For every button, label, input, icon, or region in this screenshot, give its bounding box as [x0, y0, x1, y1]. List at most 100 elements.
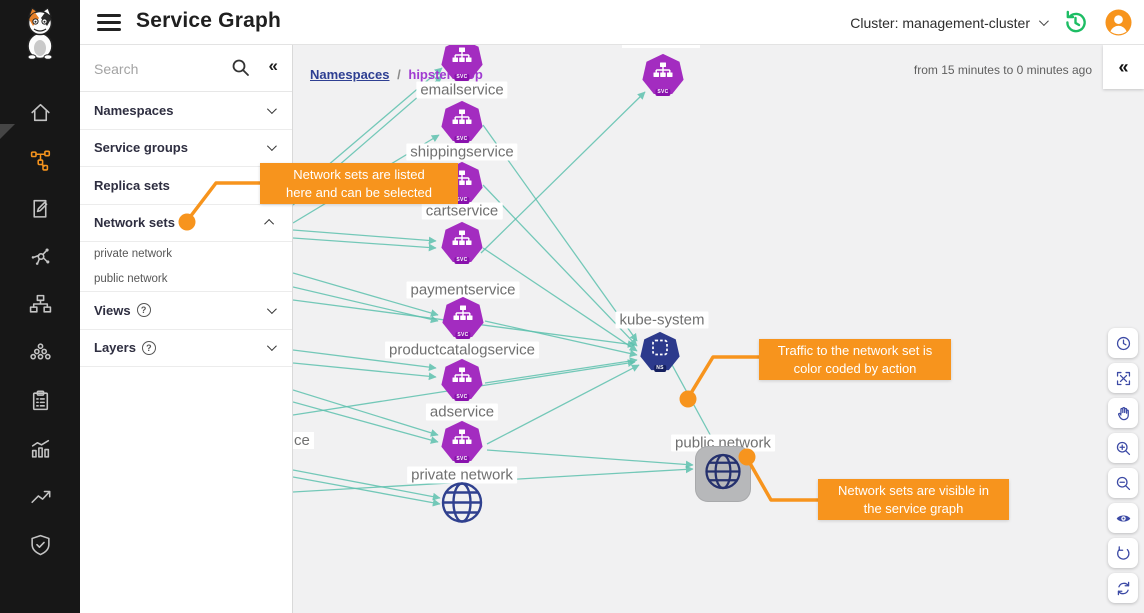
right-panel-collapse-icon[interactable]: « [1103, 45, 1144, 89]
public-network-label: public network [671, 434, 775, 452]
rail-item-policies[interactable] [0, 184, 80, 232]
undo-button[interactable] [1108, 538, 1138, 568]
clusters-icon [29, 341, 52, 364]
cluster-selector-label: Cluster: management-cluster [850, 14, 1030, 31]
node-kind-badge: SVC [454, 74, 470, 81]
sidebar-section-layers[interactable]: Layers? [80, 330, 292, 367]
pan-button[interactable] [1108, 398, 1138, 428]
rail-item-service-graph[interactable] [0, 136, 80, 184]
rail-item-trends[interactable] [0, 472, 80, 520]
time-range-label: from 15 minutes to 0 minutes ago [913, 63, 1092, 77]
node-kind-badge: SVC [454, 136, 470, 143]
compliance-icon [29, 389, 52, 412]
policies-icon [29, 197, 52, 220]
paymentservice-label: paymentservice [406, 281, 520, 299]
service-icon [451, 47, 473, 70]
chevron-down-icon [266, 141, 277, 152]
sidebar-section-label: Replica sets [94, 177, 170, 193]
sidebar-section-network-sets[interactable]: Network sets [80, 205, 292, 242]
endpoints-icon [29, 293, 52, 316]
kube-system-node[interactable]: NS [639, 331, 681, 373]
clipped-node-label [622, 45, 700, 48]
help-icon[interactable]: ? [141, 340, 156, 355]
cartservice-node[interactable]: SVC [440, 221, 484, 265]
rail-item-endpoints[interactable] [0, 280, 80, 328]
sidebar-sections: Namespaces Service groups Replica sets Netw… [80, 92, 292, 367]
time-icon [1115, 335, 1132, 352]
user-avatar[interactable] [1105, 9, 1132, 36]
graph-edges [293, 67, 720, 507]
zoom-in-button[interactable] [1108, 433, 1138, 463]
help-icon[interactable]: ? [136, 303, 151, 318]
sidebar-item-private-network[interactable]: private network [94, 248, 172, 261]
productcatalogservice-label: productcatalogservice [385, 341, 539, 359]
service-icon [451, 170, 473, 193]
rail-item-clusters[interactable] [0, 328, 80, 376]
network-icon [29, 245, 52, 268]
fit-screen-icon [1115, 370, 1132, 387]
rail-items [0, 88, 80, 568]
cartservice-label: cartservice [421, 202, 503, 220]
visibility-button[interactable] [1108, 503, 1138, 533]
graph-side-panel: « Namespaces Service groups Replica sets Ne… [80, 45, 293, 613]
activity-icon [29, 437, 52, 460]
node-kind-badge: NS [654, 365, 666, 372]
node-kind-badge: SVC [454, 456, 470, 463]
public-network-node[interactable] [696, 447, 750, 501]
time-button[interactable] [1108, 328, 1138, 358]
service-topright-node[interactable]: SVC [641, 53, 685, 97]
breadcrumb-separator: / [397, 67, 401, 82]
rail-item-threat-defense[interactable] [0, 520, 80, 568]
node-kind-badge: SVC [454, 394, 470, 401]
service-top-node[interactable]: SVC [440, 45, 484, 82]
sidebar-section-label: Views [94, 302, 131, 318]
sidebar-section-service-groups[interactable]: Service groups [80, 130, 292, 167]
rail-item-network[interactable] [0, 232, 80, 280]
paymentservice-node[interactable]: SVC [441, 296, 485, 340]
emailservice-node[interactable]: SVC [440, 100, 484, 144]
globe-icon [439, 480, 485, 531]
chevron-down-icon [266, 103, 277, 114]
breadcrumb-namespaces-link[interactable]: Namespaces [310, 67, 390, 82]
refresh-button[interactable] [1108, 573, 1138, 603]
sidebar-section-views[interactable]: Views? [80, 292, 292, 330]
graph-canvas[interactable]: Namespaces / hipstershop from 15 minutes… [293, 45, 1144, 613]
search-input[interactable] [94, 57, 229, 81]
chevron-down-icon [266, 341, 277, 352]
trends-icon [29, 485, 52, 508]
calico-cat-logo[interactable] [16, 6, 64, 60]
service-icon [451, 109, 473, 132]
panel-collapse-icon[interactable]: « [268, 56, 278, 75]
service-icon [451, 429, 473, 452]
productcatalogservice-node[interactable]: SVC [440, 358, 484, 402]
left-icon-rail [0, 0, 80, 613]
kube-system-label: kube-system [615, 311, 709, 329]
service-graph-icon [29, 149, 52, 172]
threat-defense-icon [29, 533, 52, 556]
sidebar-section-label: Service groups [94, 140, 188, 156]
sidebar-item-public-network[interactable]: public network [94, 272, 168, 285]
cluster-selector[interactable]: Cluster: management-cluster [850, 14, 1049, 31]
partial-node-label: ce [293, 432, 314, 449]
rail-item-activity[interactable] [0, 424, 80, 472]
rail-item-home[interactable] [0, 88, 80, 136]
hamburger-menu-icon[interactable] [97, 14, 121, 31]
sidebar-section-label: Layers [94, 340, 136, 356]
zoom-out-icon [1115, 475, 1132, 492]
fit-screen-button[interactable] [1108, 363, 1138, 393]
search-icon[interactable] [231, 58, 250, 77]
zoom-out-button[interactable] [1108, 468, 1138, 498]
home-icon [29, 101, 52, 124]
history-clock-icon[interactable] [1062, 9, 1089, 36]
private-network-node[interactable] [439, 482, 485, 528]
emailservice-label: emailservice [416, 81, 508, 99]
service-icon [652, 62, 674, 85]
rail-item-compliance[interactable] [0, 376, 80, 424]
undo-icon [1115, 545, 1132, 562]
shippingservice-node[interactable]: SVC [440, 161, 484, 205]
namespace-shape [640, 331, 680, 371]
sidebar-section-namespaces[interactable]: Namespaces [80, 92, 292, 130]
sidebar-section-replica-sets[interactable]: Replica sets [80, 167, 292, 205]
adservice-node[interactable]: SVC [440, 420, 484, 464]
